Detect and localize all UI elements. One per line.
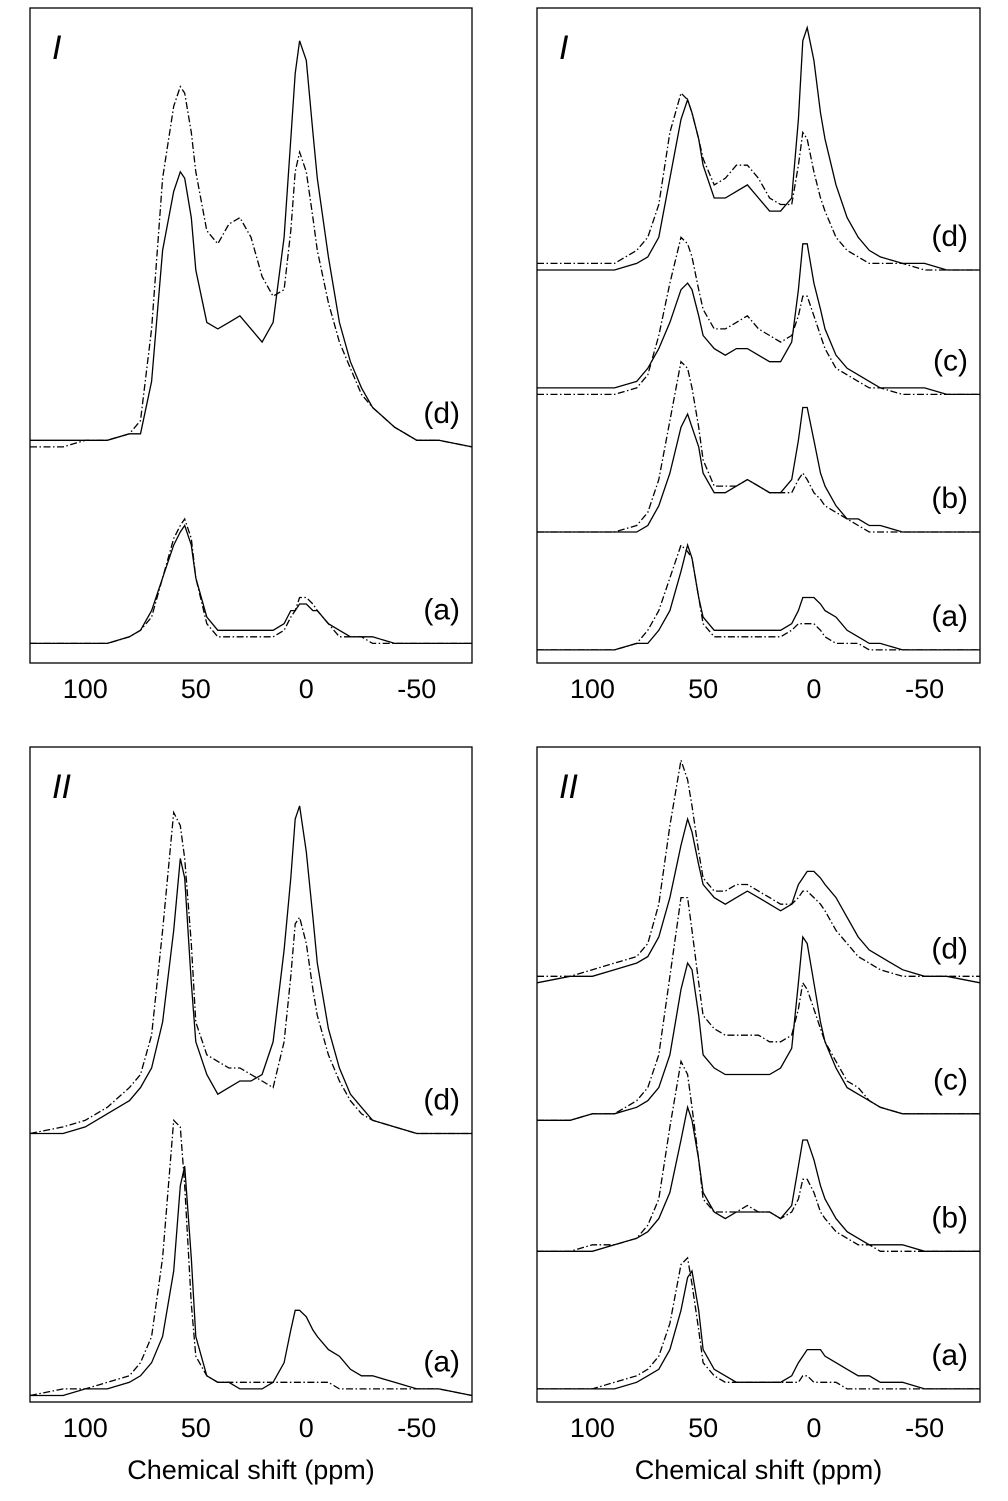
spectrum-line: [537, 236, 980, 396]
plot-frame: [536, 7, 981, 664]
x-tick-label: 100: [63, 674, 108, 704]
x-tick-label: 0: [806, 1413, 821, 1443]
spectrum-line: [537, 935, 980, 1121]
x-tick-label: -50: [397, 674, 436, 704]
spectrum-line: [537, 360, 980, 533]
spectrum-line: [537, 542, 980, 651]
x-axis-label: Chemical shift (ppm): [127, 1455, 375, 1485]
x-tick-label: -50: [397, 1413, 436, 1443]
x-tick-label: 50: [181, 674, 211, 704]
spectrum-line: [29, 810, 472, 1135]
panel-label: I: [52, 29, 62, 67]
curve-label: (d): [423, 397, 460, 430]
curve-label: (b): [931, 1201, 968, 1234]
plot-frame: [536, 746, 981, 1403]
curve-label: (c): [933, 344, 968, 377]
spectrum-line: [537, 896, 980, 1121]
spectrum-line: [537, 1256, 980, 1390]
spectrum-line: [30, 1166, 473, 1397]
x-tick-label: 50: [688, 674, 718, 704]
spectrum-line: [30, 517, 472, 645]
spectrum-line: [537, 1269, 980, 1390]
x-axis-label: Chemical shift (ppm): [635, 1455, 883, 1485]
x-tick-label: 100: [570, 1413, 615, 1443]
curve-label: (a): [931, 1339, 968, 1372]
panel-label: II: [52, 768, 71, 806]
spectrum-line: [30, 524, 472, 645]
x-tick-label: 100: [570, 674, 615, 704]
curve-label: (a): [423, 593, 460, 626]
x-tick-label: 0: [299, 1413, 314, 1443]
x-tick-label: 0: [299, 674, 314, 704]
curve-label: (d): [931, 220, 968, 253]
spectrum-line: [537, 25, 980, 271]
spectrum-line: [537, 759, 980, 977]
spectrum-line: [30, 805, 472, 1135]
spectrum-line: [537, 406, 980, 533]
curve-label: (a): [423, 1345, 460, 1378]
spectrum-line: [537, 91, 980, 271]
spectrum-line: [537, 1059, 980, 1252]
panel-label: II: [559, 768, 578, 806]
curve-label: (d): [931, 933, 968, 966]
x-tick-label: 100: [63, 1413, 108, 1443]
spectrum-line: [537, 1104, 980, 1252]
x-tick-label: 50: [181, 1413, 211, 1443]
x-tick-label: 50: [688, 1413, 718, 1443]
spectrum-line: [536, 816, 981, 984]
curve-label: (c): [933, 1064, 968, 1097]
spectrum-line: [29, 1118, 473, 1397]
spectrum-line: [537, 243, 980, 396]
spectrum-line: [537, 543, 980, 651]
x-tick-label: -50: [905, 674, 944, 704]
curve-label: (a): [931, 600, 968, 633]
spectrum-line: [30, 40, 473, 448]
x-tick-label: 0: [806, 674, 821, 704]
panel-label: I: [559, 29, 569, 67]
curve-label: (d): [423, 1083, 460, 1116]
plot-frame: [29, 7, 473, 664]
curve-label: (b): [931, 482, 968, 515]
x-tick-label: -50: [905, 1413, 944, 1443]
plot-frame: [29, 746, 473, 1403]
spectrum-line: [30, 85, 473, 448]
